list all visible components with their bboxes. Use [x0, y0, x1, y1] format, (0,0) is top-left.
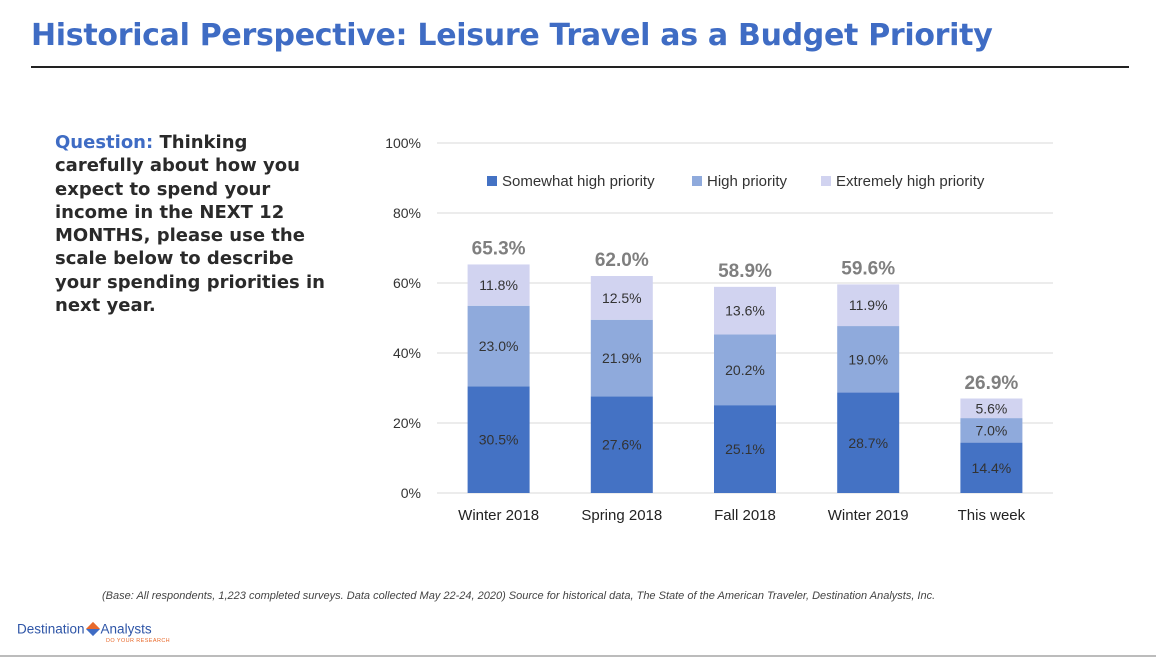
question-text-block: Question: Thinking carefully about how y… [55, 131, 325, 317]
total-label: 26.9% [964, 373, 1018, 394]
data-label: 20.2% [725, 362, 765, 378]
x-tick-label: Winter 2019 [828, 507, 909, 524]
bottom-divider [0, 655, 1156, 657]
bar-segment [590, 319, 653, 397]
stacked-bar-chart: 0% 20% 40% 60% 80% 100% 30.5% 23.0% 11.8% 65.3% Wi… [385, 135, 1053, 524]
y-tick-label: 0% [401, 485, 421, 501]
data-label: 7.0% [975, 422, 1007, 438]
logo-right-text: Analysts [100, 621, 152, 637]
data-label: 14.4% [972, 460, 1012, 476]
data-label: 11.9% [849, 297, 888, 313]
bar-segment [467, 386, 530, 493]
x-tick-label: Spring 2018 [581, 507, 662, 524]
legend-label: High priority [707, 173, 788, 190]
bar-segment [714, 334, 776, 406]
bar-segment [960, 398, 1023, 419]
data-label: 21.9% [602, 350, 642, 366]
total-label: 62.0% [595, 250, 649, 271]
data-label: 25.1% [725, 441, 765, 457]
data-label: 23.0% [479, 338, 519, 354]
data-label: 27.6% [602, 437, 642, 453]
y-tick-label: 60% [393, 275, 421, 291]
data-label: 28.7% [848, 435, 888, 451]
y-tick-label: 100% [385, 135, 421, 151]
bar-segment [590, 276, 653, 320]
footnote: (Base: All respondents, 1,223 completed … [102, 590, 936, 602]
x-tick-label: Fall 2018 [714, 507, 776, 524]
legend-swatch [692, 176, 702, 186]
legend-swatch [487, 176, 497, 186]
total-label: 59.6% [841, 258, 895, 279]
bar-segment [960, 442, 1023, 493]
destination-analysts-logo: Destination Analysts DO YOUR RESEARCH [17, 620, 170, 644]
logo-tagline: DO YOUR RESEARCH [106, 638, 171, 644]
bar-segment [837, 284, 900, 327]
bar-segment [467, 305, 530, 387]
y-tick-label: 20% [393, 415, 421, 431]
title-divider [31, 66, 1129, 68]
question-label: Question: [55, 132, 154, 153]
bar-segment [467, 264, 530, 306]
legend-label: Extremely high priority [836, 173, 985, 190]
y-tick-label: 80% [393, 205, 421, 221]
data-label: 13.6% [725, 303, 765, 319]
legend-label: Somewhat high priority [502, 173, 655, 190]
bar-segment [960, 418, 1023, 443]
data-label: 30.5% [479, 432, 519, 448]
legend-swatch [821, 176, 831, 186]
logo-left-text: Destination [17, 621, 85, 637]
x-tick-label: This week [958, 507, 1026, 524]
total-label: 58.9% [718, 261, 772, 282]
total-label: 65.3% [472, 238, 526, 259]
x-tick-label: Winter 2018 [458, 507, 539, 524]
logo-diamond-icon [85, 621, 100, 636]
question-body: Thinking carefully about how you expect … [55, 132, 325, 317]
page-title: Historical Perspective: Leisure Travel a… [31, 18, 993, 53]
bar-segment [714, 286, 776, 335]
data-label: 11.8% [479, 277, 518, 293]
bar-segment [837, 392, 900, 493]
bar-segment [837, 326, 900, 393]
bar-segment [714, 405, 776, 493]
bar-segment [590, 396, 653, 493]
data-label: 12.5% [602, 290, 642, 306]
data-label: 19.0% [848, 351, 888, 367]
y-tick-label: 40% [393, 345, 421, 361]
data-label: 5.6% [975, 400, 1007, 416]
